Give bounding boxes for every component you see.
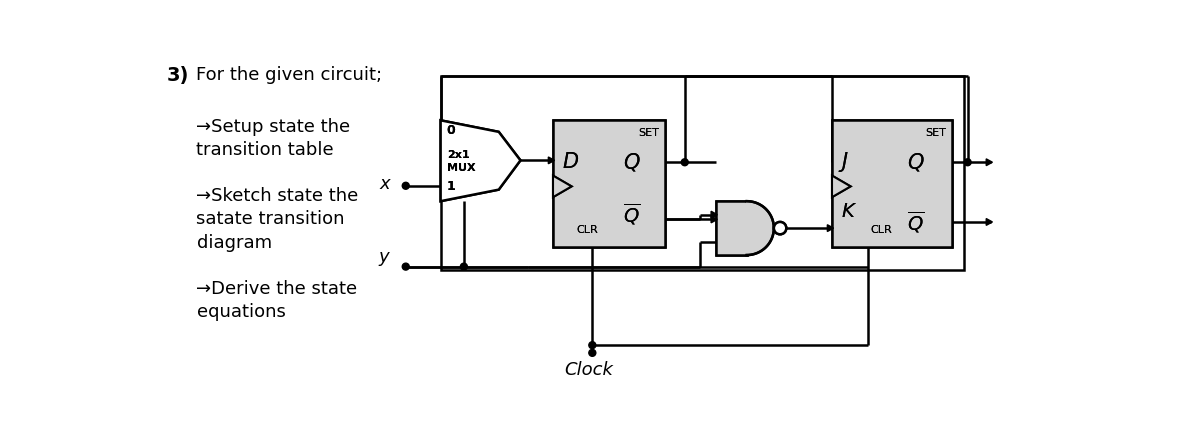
Bar bbox=[832, 120, 952, 247]
Text: SET: SET bbox=[638, 128, 659, 138]
Polygon shape bbox=[986, 159, 992, 166]
Text: $y$: $y$ bbox=[378, 250, 391, 268]
Polygon shape bbox=[832, 176, 851, 197]
Circle shape bbox=[682, 159, 689, 166]
Polygon shape bbox=[832, 176, 851, 197]
Text: J: J bbox=[841, 152, 847, 172]
Text: $\overline{Q}$: $\overline{Q}$ bbox=[907, 209, 925, 235]
Circle shape bbox=[774, 222, 786, 234]
Text: 1: 1 bbox=[446, 180, 456, 194]
Circle shape bbox=[402, 263, 409, 270]
Text: $\overline{Q}$: $\overline{Q}$ bbox=[907, 209, 925, 235]
Bar bbox=[715, 201, 746, 255]
Text: CLR: CLR bbox=[576, 226, 598, 236]
Text: 3): 3) bbox=[167, 67, 190, 85]
Circle shape bbox=[774, 222, 786, 234]
Text: J: J bbox=[841, 152, 847, 172]
Text: 2x1: 2x1 bbox=[446, 150, 469, 159]
Text: $Q$: $Q$ bbox=[623, 151, 641, 173]
Bar bbox=[553, 120, 665, 247]
Text: K: K bbox=[841, 202, 854, 221]
Circle shape bbox=[589, 342, 596, 349]
Text: transition table: transition table bbox=[197, 141, 334, 159]
Text: Clock: Clock bbox=[564, 360, 613, 378]
Text: $Q$: $Q$ bbox=[907, 151, 925, 173]
Text: satate transition: satate transition bbox=[197, 210, 346, 228]
Text: CLR: CLR bbox=[871, 226, 893, 236]
Text: K: K bbox=[841, 202, 854, 221]
Text: $\overline{Q}$: $\overline{Q}$ bbox=[623, 201, 641, 227]
Text: 0: 0 bbox=[446, 124, 456, 137]
Text: CLR: CLR bbox=[576, 226, 598, 236]
Text: $x$: $x$ bbox=[378, 175, 391, 193]
Circle shape bbox=[589, 350, 596, 357]
Text: MUX: MUX bbox=[446, 162, 475, 173]
Polygon shape bbox=[548, 157, 554, 164]
Polygon shape bbox=[827, 225, 834, 232]
Bar bbox=[832, 120, 952, 247]
Bar bbox=[553, 120, 665, 247]
Polygon shape bbox=[986, 219, 992, 225]
Polygon shape bbox=[746, 201, 774, 255]
Text: →Setup state the: →Setup state the bbox=[197, 118, 350, 136]
Polygon shape bbox=[746, 201, 774, 255]
Text: equations: equations bbox=[197, 303, 286, 321]
Circle shape bbox=[402, 182, 409, 189]
Polygon shape bbox=[440, 120, 521, 201]
Text: CLR: CLR bbox=[871, 226, 893, 236]
Text: SET: SET bbox=[925, 128, 946, 138]
Text: D: D bbox=[563, 152, 578, 172]
Polygon shape bbox=[712, 211, 718, 218]
Text: 0: 0 bbox=[446, 124, 456, 137]
Text: 2x1: 2x1 bbox=[446, 150, 469, 159]
Circle shape bbox=[964, 159, 971, 166]
Polygon shape bbox=[440, 120, 521, 201]
Bar bbox=[715, 201, 746, 255]
Text: $Q$: $Q$ bbox=[907, 151, 925, 173]
Text: $Q$: $Q$ bbox=[623, 151, 641, 173]
Text: $\overline{Q}$: $\overline{Q}$ bbox=[623, 201, 641, 227]
Bar bbox=[440, 76, 964, 271]
Text: SET: SET bbox=[925, 128, 946, 138]
Text: →Derive the state: →Derive the state bbox=[197, 280, 358, 298]
Polygon shape bbox=[553, 176, 571, 197]
Text: For the given circuit;: For the given circuit; bbox=[197, 67, 383, 85]
Polygon shape bbox=[712, 216, 718, 223]
Text: D: D bbox=[563, 152, 578, 172]
Text: diagram: diagram bbox=[197, 233, 271, 251]
Circle shape bbox=[461, 263, 467, 270]
Text: →Sketch state the: →Sketch state the bbox=[197, 187, 359, 205]
Text: MUX: MUX bbox=[446, 162, 475, 173]
Polygon shape bbox=[553, 176, 571, 197]
Text: SET: SET bbox=[638, 128, 659, 138]
Text: 1: 1 bbox=[446, 180, 456, 194]
